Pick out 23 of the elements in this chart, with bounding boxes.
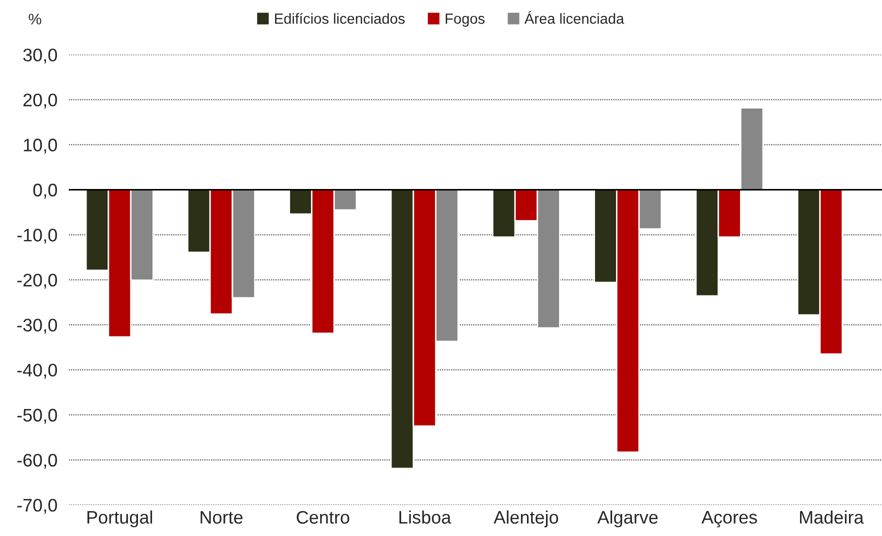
y-tick-label: -40,0 (17, 364, 57, 379)
y-tick-label: -70,0 (17, 498, 57, 514)
x-tick-label: Madeira (800, 510, 864, 524)
y-tick-label: -10,0 (17, 228, 57, 244)
x-tick-label: Portugal (87, 510, 152, 528)
x-tick-label: Alentejo (494, 510, 558, 528)
y-tick-label: 20,0 (23, 94, 57, 109)
y-tick-label: 10,0 (24, 138, 57, 154)
x-tick-label: Lisboa (399, 510, 452, 524)
legend-label: Fogos (446, 14, 485, 27)
y-tick-label: -50,0 (17, 408, 57, 424)
y-tick-label: -20,0 (17, 274, 57, 289)
y-tick-label: 30,0 (23, 48, 57, 64)
x-tick-label: Norte (200, 511, 243, 524)
x-tick-label: Açores (701, 511, 757, 528)
y-tick-label: -60,0 (17, 454, 57, 469)
y-tick-label: 0,0 (33, 184, 57, 199)
y-axis-title: % (28, 14, 42, 24)
legend-label: Edifícios licenciados (275, 12, 405, 24)
x-tick-label: Centro (296, 510, 350, 524)
legend-label: Área licenciada (524, 11, 624, 24)
y-tick-label: -30,0 (17, 318, 57, 334)
x-tick-label: Algarve (597, 510, 658, 528)
